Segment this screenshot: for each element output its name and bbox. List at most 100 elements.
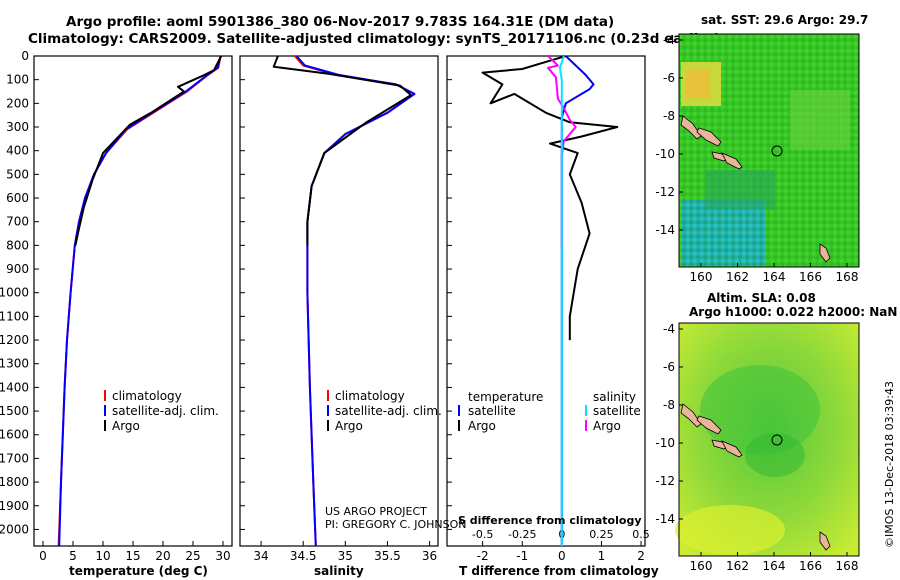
map-top-title: sat. SST: 29.6 Argo: 29.7 bbox=[701, 13, 868, 27]
salinity-panel bbox=[239, 55, 439, 547]
island bbox=[680, 115, 702, 140]
depth-tick-label: 500 bbox=[6, 167, 29, 181]
depth-tick-label: 300 bbox=[6, 120, 29, 134]
map-y-tick-label: -6 bbox=[663, 360, 675, 374]
s-series-argo bbox=[272, 56, 412, 246]
map-y-tick-label: -4 bbox=[663, 322, 675, 336]
island bbox=[819, 531, 831, 551]
map-y-tick-label: -10 bbox=[655, 436, 675, 450]
x-tick-label: 10 bbox=[95, 549, 110, 563]
map-x-tick-label: 162 bbox=[726, 270, 749, 284]
map-bottom-title-1: Altim. SLA: 0.08 bbox=[707, 291, 816, 305]
d-series-temperature-argo bbox=[481, 56, 619, 341]
map-x-tick-label: 166 bbox=[799, 559, 822, 573]
x-tick-label: 35.5 bbox=[374, 549, 401, 563]
t-series-argo bbox=[74, 56, 223, 246]
depth-tick-label: 1900 bbox=[0, 499, 29, 513]
island bbox=[680, 403, 702, 428]
x-tick-label: 0 bbox=[39, 549, 47, 563]
difference-legend: temperature satellite Argo salinity sate… bbox=[458, 390, 641, 433]
depth-tick-label: 1100 bbox=[0, 309, 29, 323]
x-tick-label: 2 bbox=[637, 549, 645, 563]
x-tick-label: 34.5 bbox=[290, 549, 317, 563]
legend-swatch-satellite bbox=[104, 405, 106, 416]
x-tick-label: 5 bbox=[69, 549, 77, 563]
t-series-satellite-adj-clim bbox=[58, 56, 222, 546]
salinity-lines bbox=[272, 56, 416, 546]
island bbox=[721, 440, 743, 458]
sla-map-high bbox=[675, 505, 785, 555]
side-stamp: ©IMOS 13-Dec-2018 03:39:43 bbox=[883, 381, 896, 548]
legend-sal-climatology: climatology bbox=[335, 389, 405, 403]
depth-tick-label: 1500 bbox=[0, 404, 29, 418]
map-y-tick-label: -6 bbox=[663, 71, 675, 85]
difference-lines bbox=[481, 56, 619, 546]
sst-map bbox=[678, 33, 860, 268]
header-line-1: Argo profile: aoml 5901386_380 06-Nov-20… bbox=[66, 14, 614, 30]
legend-diff-s-argo: Argo bbox=[593, 419, 621, 433]
legend-diff-s-satellite: satellite bbox=[593, 404, 641, 418]
depth-tick-label: 700 bbox=[6, 215, 29, 229]
credit-pi: PI: GREGORY C. JOHNSON bbox=[325, 518, 466, 531]
t-series-climatology bbox=[57, 56, 222, 546]
legend-swatch-argo bbox=[104, 420, 106, 431]
map-y-tick-label: -12 bbox=[655, 474, 675, 488]
legend-swatch-argo bbox=[327, 420, 329, 431]
map-x-tick-label: 160 bbox=[690, 559, 713, 573]
x-top-tick-label: 0.5 bbox=[632, 528, 650, 541]
credit-project: US ARGO PROJECT bbox=[325, 505, 427, 518]
sst-map-warm-patch bbox=[686, 70, 710, 98]
x-top-tick-label: 0.25 bbox=[589, 528, 614, 541]
d-series-salinity-argo bbox=[547, 56, 577, 246]
temperature-xlabel: temperature (deg C) bbox=[69, 564, 208, 578]
difference-top-xlabel: S difference from climatology bbox=[458, 514, 642, 527]
salinity-x-axis: 34 34.5 35 35.5 36 bbox=[253, 541, 437, 563]
map-x-tick-label: 164 bbox=[763, 270, 786, 284]
argo-float-marker bbox=[771, 145, 783, 157]
x-tick-label: 30 bbox=[215, 549, 230, 563]
island bbox=[819, 243, 831, 263]
x-tick-label: 15 bbox=[125, 549, 140, 563]
map-x-tick-label: 164 bbox=[763, 559, 786, 573]
temperature-lines bbox=[57, 56, 223, 546]
map-bottom-title-2: Argo h1000: 0.022 h2000: NaN bbox=[689, 305, 897, 319]
legend-swatch-s-satellite bbox=[585, 405, 587, 416]
legend-temp-argo: Argo bbox=[112, 419, 140, 433]
legend-temp-satellite: satellite-adj. clim. bbox=[112, 404, 219, 418]
depth-tick-label: 1000 bbox=[0, 286, 29, 300]
map-y-tick-label: -8 bbox=[663, 109, 675, 123]
depth-tick-label: 1200 bbox=[0, 333, 29, 347]
x-tick-label: 34 bbox=[253, 549, 268, 563]
legend-diff-salinity-header: salinity bbox=[593, 390, 636, 404]
d-series-salinity-satellite bbox=[558, 56, 565, 546]
map-y-tick-label: -10 bbox=[655, 147, 675, 161]
depth-axis: 0 100 200 300 400 500 600 700 800 900 1000 1100 1200… bbox=[0, 49, 452, 536]
sla-map bbox=[675, 322, 860, 557]
depth-tick-label: 600 bbox=[6, 191, 29, 205]
map-y-tick-label: -12 bbox=[655, 185, 675, 199]
x-tick-label: 20 bbox=[155, 549, 170, 563]
header-line-2: Climatology: CARS2009. Satellite-adjuste… bbox=[28, 31, 720, 47]
depth-tick-label: 2000 bbox=[0, 522, 29, 536]
legend-swatch-t-argo bbox=[458, 420, 460, 431]
depth-tick-label: 200 bbox=[6, 96, 29, 110]
depth-tick-label: 1800 bbox=[0, 475, 29, 489]
legend-temp-climatology: climatology bbox=[112, 389, 182, 403]
x-tick-label: 35 bbox=[338, 549, 353, 563]
argo-float-marker bbox=[771, 434, 783, 446]
island bbox=[696, 415, 722, 435]
legend-diff-t-argo: Argo bbox=[468, 419, 496, 433]
x-tick-label: -2 bbox=[477, 549, 489, 563]
depth-tick-label: 100 bbox=[6, 73, 29, 87]
depth-tick-label: 0 bbox=[21, 49, 29, 63]
legend-diff-t-satellite: satellite bbox=[468, 404, 516, 418]
map-x-tick-label: 160 bbox=[690, 270, 713, 284]
legend-swatch-satellite bbox=[327, 405, 329, 416]
map-axes: 160 162 164 166 168 -4 -6 -8 -10 -12 -14 160 162 164 1… bbox=[655, 33, 858, 573]
island bbox=[721, 152, 743, 170]
temperature-x-axis: 0 5 10 15 20 25 30 bbox=[39, 541, 231, 563]
sst-map-cool-patch bbox=[705, 170, 775, 210]
x-tick-label: 36 bbox=[422, 549, 437, 563]
depth-tick-label: 400 bbox=[6, 144, 29, 158]
map-x-tick-label: 168 bbox=[836, 270, 859, 284]
